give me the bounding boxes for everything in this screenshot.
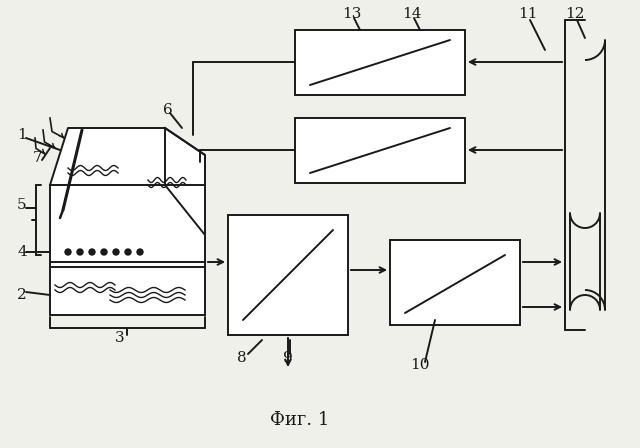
Text: 2: 2 (17, 288, 27, 302)
Text: 9: 9 (283, 351, 293, 365)
Circle shape (113, 249, 119, 255)
Circle shape (137, 249, 143, 255)
Text: Фиг. 1: Фиг. 1 (270, 411, 330, 429)
Text: 4: 4 (17, 245, 27, 259)
Text: 5: 5 (17, 198, 27, 212)
Polygon shape (50, 128, 205, 185)
Text: 10: 10 (410, 358, 429, 372)
Circle shape (125, 249, 131, 255)
Circle shape (89, 249, 95, 255)
Text: 13: 13 (342, 7, 362, 21)
Text: 14: 14 (403, 7, 422, 21)
Polygon shape (165, 128, 205, 235)
Circle shape (65, 249, 71, 255)
Bar (295, 118, 465, 183)
Text: 7: 7 (33, 151, 43, 165)
Text: 6: 6 (163, 103, 173, 117)
Bar (295, 30, 465, 95)
Bar (228, 215, 348, 335)
Text: 12: 12 (565, 7, 585, 21)
Text: 8: 8 (237, 351, 247, 365)
Text: 3: 3 (115, 331, 125, 345)
Text: 1: 1 (17, 128, 27, 142)
Circle shape (101, 249, 107, 255)
Bar (390, 240, 520, 325)
Bar (50, 185, 205, 315)
Circle shape (77, 249, 83, 255)
Text: 11: 11 (518, 7, 538, 21)
